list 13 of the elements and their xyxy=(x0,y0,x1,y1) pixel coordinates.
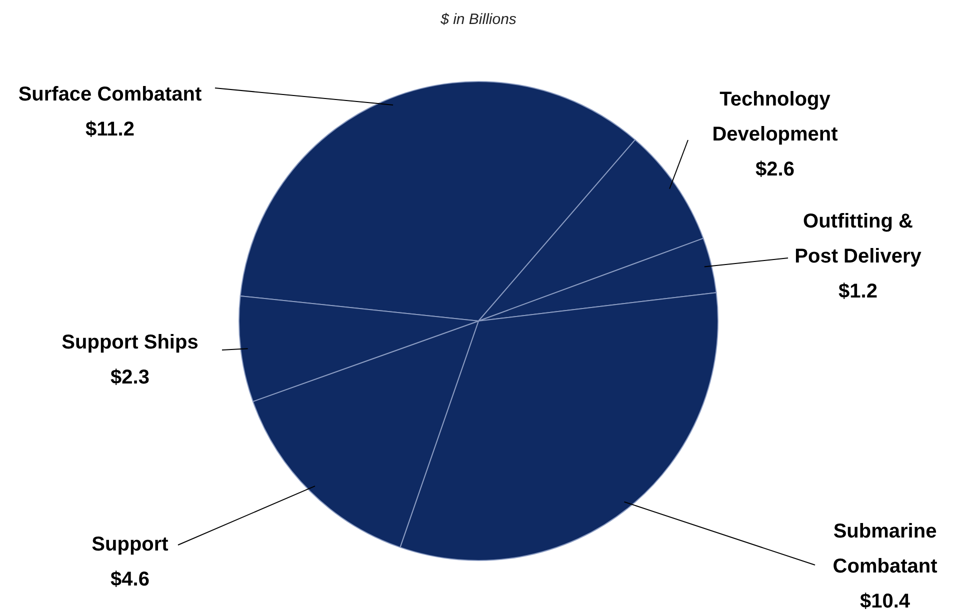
slice-label: Technology Development xyxy=(712,88,838,146)
data-label: $1.2 xyxy=(838,280,878,303)
data-label: $2.3 xyxy=(110,366,150,389)
data-label: $4.6 xyxy=(110,568,150,591)
slice-label: Support Ships xyxy=(62,332,198,354)
data-label: $2.6 xyxy=(756,158,794,181)
data-label: $11.2 xyxy=(86,118,134,141)
slice-label: Outfitting & Post Delivery xyxy=(794,210,922,268)
slice-label: Submarine Combatant xyxy=(832,520,938,578)
slice-label: Surface Combatant xyxy=(18,84,202,106)
slice-label: Support xyxy=(92,534,169,556)
chart-subtitle: $ in Billions xyxy=(440,11,518,28)
data-label: $10.4 xyxy=(860,590,911,613)
